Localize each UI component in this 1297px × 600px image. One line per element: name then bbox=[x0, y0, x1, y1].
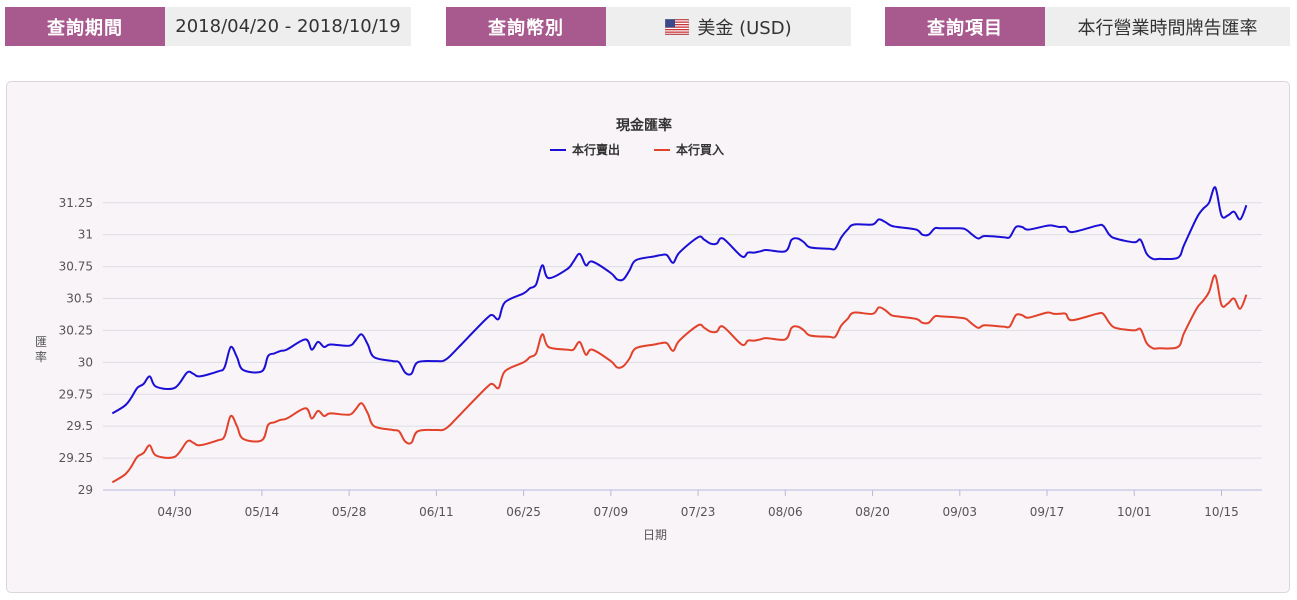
filter-currency-value: 美金 (USD) bbox=[697, 17, 792, 39]
x-tick-label: 09/03 bbox=[942, 505, 977, 519]
y-tick-label: 29.25 bbox=[59, 451, 93, 465]
x-tick-label: 10/01 bbox=[1117, 505, 1152, 519]
x-tick-label: 10/15 bbox=[1204, 505, 1239, 519]
filter-item-value[interactable]: 本行營業時間牌告匯率 bbox=[1045, 7, 1290, 46]
y-tick-label: 29.5 bbox=[66, 419, 93, 433]
x-tick-label: 06/11 bbox=[419, 505, 454, 519]
us-flag-icon bbox=[665, 18, 690, 35]
y-tick-label: 30.5 bbox=[66, 292, 93, 306]
x-tick-label: 08/06 bbox=[768, 505, 803, 519]
series-line-buy[interactable] bbox=[111, 274, 1248, 484]
filter-item-label: 查詢項目 bbox=[885, 7, 1045, 46]
x-tick-label: 05/28 bbox=[332, 505, 367, 519]
legend-label-buy[interactable]: 本行買入 bbox=[676, 142, 724, 157]
y-tick-label: 31.25 bbox=[59, 196, 93, 210]
x-tick-label: 08/20 bbox=[855, 505, 890, 519]
filter-currency[interactable]: 查詢幣別 美金 (USD) bbox=[446, 7, 851, 46]
filter-period[interactable]: 查詢期間 2018/04/20 - 2018/10/19 bbox=[5, 7, 411, 46]
y-tick-label: 29 bbox=[78, 483, 93, 497]
exchange-rate-chart: 2929.2529.529.753030.2530.530.753131.25 … bbox=[35, 117, 1262, 542]
filter-period-label: 查詢期間 bbox=[5, 7, 165, 46]
chart-series bbox=[111, 186, 1248, 484]
y-tick-label: 30 bbox=[78, 355, 93, 369]
chart-panel: 29 29.25 29.5 29.75 30 30.25 30.5 30.75 31 31.25 … bbox=[6, 81, 1290, 593]
y-axis-title: 匯率 bbox=[35, 335, 47, 364]
y-tick-label: 31 bbox=[78, 228, 93, 242]
chart-legend[interactable]: 本行賣出 本行買入 bbox=[550, 142, 724, 157]
x-tick-label: 04/30 bbox=[157, 505, 192, 519]
filter-item[interactable]: 查詢項目 本行營業時間牌告匯率 bbox=[885, 7, 1290, 46]
series-line-sell[interactable] bbox=[111, 186, 1248, 415]
x-tick-label: 05/14 bbox=[245, 505, 280, 519]
filter-currency-select[interactable]: 美金 (USD) bbox=[606, 7, 851, 46]
filter-period-value[interactable]: 2018/04/20 - 2018/10/19 bbox=[165, 7, 411, 46]
chart-title: 現金匯率 bbox=[616, 117, 672, 134]
x-tick-label: 06/25 bbox=[506, 505, 541, 519]
filter-currency-label: 查詢幣別 bbox=[446, 7, 606, 46]
legend-label-sell[interactable]: 本行賣出 bbox=[572, 142, 620, 157]
x-axis: 04/30 05/14 05/28 06/11 06/25 07/09 07/23 08/06… bbox=[157, 490, 1239, 519]
y-tick-label: 30.75 bbox=[59, 260, 93, 274]
x-tick-label: 09/17 bbox=[1030, 505, 1065, 519]
x-axis-title: 日期 bbox=[643, 528, 667, 542]
chart-gridlines bbox=[103, 202, 1262, 491]
x-tick-label: 07/09 bbox=[594, 505, 629, 519]
y-axis-ticks: 29 29.25 29.5 29.75 30 30.25 30.5 30.75 31 31.25 bbox=[59, 196, 93, 497]
y-tick-label: 29.75 bbox=[59, 387, 93, 401]
x-tick-label: 07/23 bbox=[681, 505, 716, 519]
y-tick-label: 30.25 bbox=[59, 323, 93, 337]
